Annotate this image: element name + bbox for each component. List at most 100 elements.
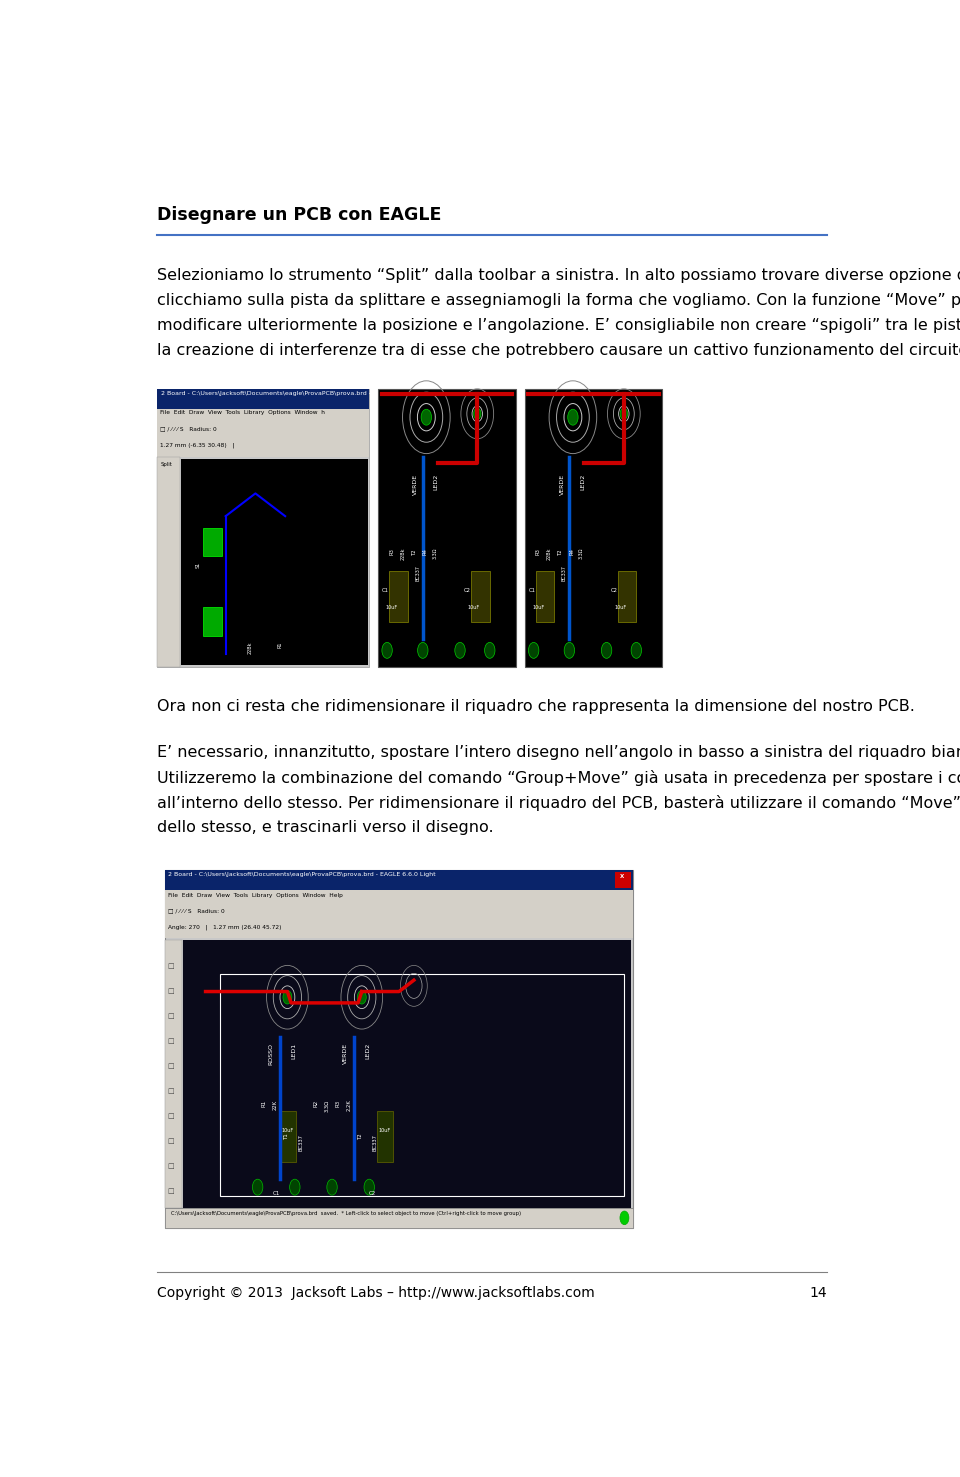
Bar: [614, 871, 631, 888]
Bar: [165, 870, 634, 891]
Text: 2.2K: 2.2K: [347, 1099, 352, 1111]
Text: 22K: 22K: [273, 1099, 277, 1109]
Circle shape: [252, 1179, 263, 1195]
Text: X: X: [620, 874, 624, 879]
Text: □: □: [168, 988, 175, 994]
Text: File  Edit  Draw  View  Tools  Library  Options  Window  h: File Edit Draw View Tools Library Option…: [160, 411, 325, 415]
Circle shape: [382, 642, 393, 659]
Circle shape: [418, 642, 428, 659]
Text: BC337: BC337: [562, 566, 567, 580]
Circle shape: [620, 1211, 629, 1224]
Text: T2: T2: [412, 548, 417, 555]
Circle shape: [631, 642, 641, 659]
Bar: [157, 388, 370, 409]
Text: 22Bk: 22Bk: [547, 548, 552, 560]
Text: □: □: [168, 1038, 175, 1044]
Text: R1: R1: [261, 1099, 266, 1106]
Text: 3.3Ω: 3.3Ω: [579, 548, 584, 560]
Bar: [378, 388, 516, 668]
Bar: [204, 527, 222, 555]
Circle shape: [601, 642, 612, 659]
Text: 1.27 mm (-6.35 30.48)   |: 1.27 mm (-6.35 30.48) |: [160, 442, 234, 448]
Text: C2: C2: [464, 588, 470, 592]
Bar: [157, 388, 370, 668]
Text: 2 Board - C:\Users\Jacksoft\Documents\eagle\ProvaPCB\prova.brd - EAGLE 6.6.0 Lig: 2 Board - C:\Users\Jacksoft\Documents\ea…: [168, 871, 436, 877]
Circle shape: [528, 642, 539, 659]
Bar: [471, 570, 490, 622]
Text: 10uF: 10uF: [281, 1128, 294, 1133]
Text: 10uF: 10uF: [468, 606, 480, 610]
Circle shape: [564, 642, 575, 659]
Text: R4: R4: [422, 548, 428, 555]
Circle shape: [567, 409, 578, 425]
Text: 22Bk: 22Bk: [400, 548, 405, 560]
Text: la creazione di interferenze tra di esse che potrebbero causare un cattivo funzi: la creazione di interferenze tra di esse…: [157, 343, 960, 359]
Text: C:\Users\Jacksoft\Documents\eagle\ProvaPCB\prova.brd  saved.  * Left-click to se: C:\Users\Jacksoft\Documents\eagle\ProvaP…: [171, 1211, 520, 1216]
Text: □: □: [168, 1063, 175, 1069]
Bar: [221, 975, 624, 1196]
Text: Copyright © 2013  Jacksoft Labs – http://www.jacksoftlabs.com: Copyright © 2013 Jacksoft Labs – http://…: [157, 1286, 595, 1300]
Text: 3.3Ω: 3.3Ω: [324, 1099, 329, 1112]
Bar: [165, 941, 182, 1208]
Circle shape: [473, 408, 481, 419]
Bar: [183, 941, 631, 1208]
Text: □: □: [168, 1139, 175, 1145]
Text: Selezioniamo lo strumento “Split” dalla toolbar a sinistra. In alto possiamo tro: Selezioniamo lo strumento “Split” dalla …: [157, 269, 960, 284]
Text: R2: R2: [313, 1099, 319, 1106]
Bar: [165, 1208, 634, 1227]
Text: S1: S1: [196, 561, 201, 567]
Text: Utilizzeremo la combinazione del comando “Group+Move” già usata in precedenza pe: Utilizzeremo la combinazione del comando…: [157, 770, 960, 786]
Circle shape: [290, 1179, 300, 1195]
Text: dello stesso, e trascinarli verso il disegno.: dello stesso, e trascinarli verso il dis…: [157, 820, 493, 835]
Bar: [525, 388, 662, 668]
Bar: [157, 425, 370, 442]
Text: □: □: [168, 1013, 175, 1019]
Bar: [165, 870, 634, 1227]
Text: R3: R3: [536, 548, 540, 555]
Text: Disegnare un PCB con EAGLE: Disegnare un PCB con EAGLE: [157, 205, 442, 223]
Text: □: □: [168, 1089, 175, 1094]
Text: Angle: 270   |   1.27 mm (26.40 45.72): Angle: 270 | 1.27 mm (26.40 45.72): [168, 925, 281, 931]
Text: BC337: BC337: [299, 1134, 303, 1151]
Text: T2: T2: [558, 548, 564, 555]
Bar: [165, 907, 634, 922]
Text: ROSSO: ROSSO: [269, 1043, 274, 1065]
Bar: [536, 570, 555, 622]
Text: Ora non ci resta che ridimensionare il riquadro che rappresenta la dimensione de: Ora non ci resta che ridimensionare il r…: [157, 699, 915, 715]
Bar: [157, 442, 370, 456]
Text: □ / ⁄ ⁄ ⁄ S   Radius: 0: □ / ⁄ ⁄ ⁄ S Radius: 0: [160, 427, 217, 431]
Bar: [617, 570, 636, 622]
Text: C2: C2: [370, 1190, 376, 1195]
Bar: [157, 456, 180, 668]
Bar: [181, 459, 368, 665]
Text: 14: 14: [809, 1286, 827, 1300]
Text: T1: T1: [284, 1134, 289, 1140]
Text: LED1: LED1: [291, 1043, 296, 1059]
Text: □: □: [168, 1164, 175, 1170]
Bar: [204, 607, 222, 635]
Text: □: □: [168, 1189, 175, 1195]
Circle shape: [364, 1179, 374, 1195]
Text: VERDE: VERDE: [344, 1043, 348, 1063]
Text: R1: R1: [277, 641, 283, 648]
Text: Split: Split: [160, 461, 172, 467]
Text: □: □: [168, 963, 175, 969]
Bar: [280, 1111, 297, 1162]
Circle shape: [326, 1179, 337, 1195]
Text: LED2: LED2: [434, 474, 439, 490]
Text: LED2: LED2: [581, 474, 586, 490]
Text: 22Bk: 22Bk: [248, 641, 253, 654]
Text: 10uF: 10uF: [614, 606, 626, 610]
Text: clicchiamo sulla pista da splittare e assegniamogli la forma che vogliamo. Con l: clicchiamo sulla pista da splittare e as…: [157, 294, 960, 309]
Text: 3.3Ω: 3.3Ω: [432, 548, 438, 560]
Text: □: □: [168, 1114, 175, 1120]
Circle shape: [357, 991, 367, 1004]
Circle shape: [485, 642, 495, 659]
Text: BC337: BC337: [416, 566, 420, 580]
Text: R3: R3: [390, 548, 395, 555]
Text: 10uF: 10uF: [532, 606, 544, 610]
Text: C1: C1: [528, 588, 536, 592]
Bar: [157, 409, 370, 425]
Circle shape: [283, 991, 292, 1004]
Text: all’interno dello stesso. Per ridimensionare il riquadro del PCB, basterà utiliz: all’interno dello stesso. Per ridimensio…: [157, 795, 960, 811]
